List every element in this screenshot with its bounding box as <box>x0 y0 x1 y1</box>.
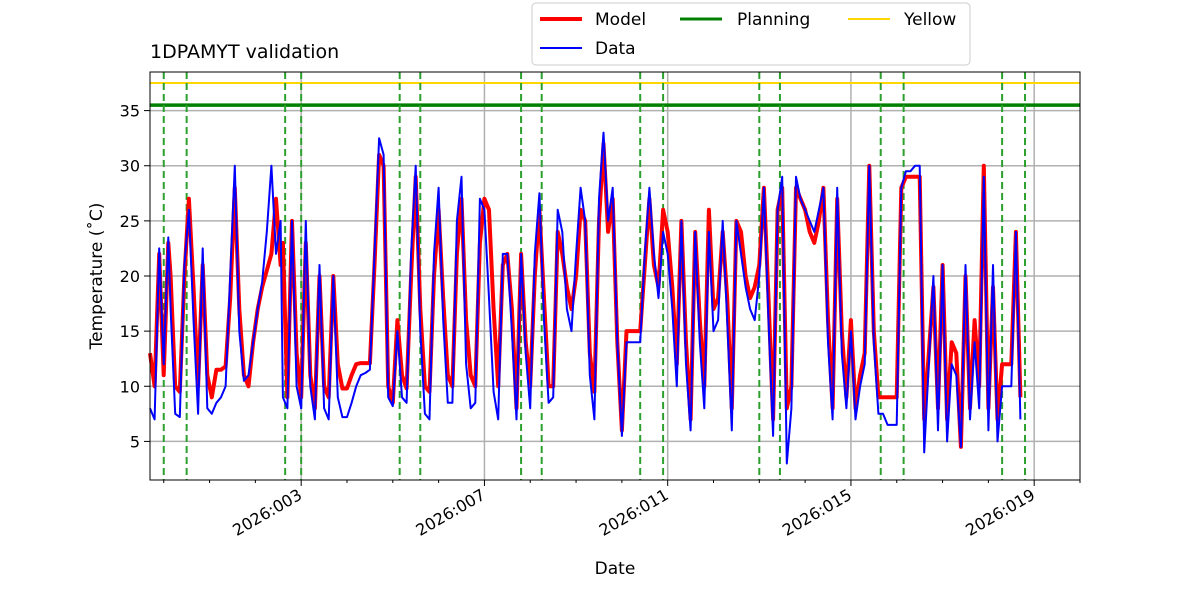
limit-lines <box>150 82 1080 107</box>
y-tick-label: 15 <box>120 322 140 341</box>
y-tick-label: 20 <box>120 267 140 286</box>
y-tick-label: 25 <box>120 212 140 231</box>
legend: Model Data Planning Yellow <box>531 2 971 66</box>
legend-label-model: Model <box>595 10 646 30</box>
x-tick-label: 2026:007 <box>413 485 489 540</box>
x-axis-label: Date <box>595 559 636 579</box>
legend-label-planning: Planning <box>737 10 810 30</box>
y-axis-ticks: 5 10 15 20 25 30 35 <box>120 102 150 451</box>
legend-label-data: Data <box>595 39 636 59</box>
y-axis-label: Temperature (˚C) <box>86 203 107 351</box>
x-tick-label: 2026:003 <box>229 485 305 540</box>
x-tick-label: 2026:019 <box>962 485 1038 540</box>
series-lines <box>148 131 1023 465</box>
x-tick-label: 2026:011 <box>596 485 672 540</box>
x-axis-ticks: 2026:003 2026:007 2026:011 2026:015 2026:019 <box>163 480 1081 540</box>
chart-title: 1DPAMYT validation <box>150 41 339 63</box>
series-line-data <box>149 131 1022 465</box>
y-tick-label: 5 <box>130 432 140 451</box>
y-tick-label: 30 <box>120 157 140 176</box>
y-tick-label: 10 <box>120 377 140 396</box>
y-tick-label: 35 <box>120 102 140 121</box>
legend-label-yellow: Yellow <box>903 10 956 30</box>
x-tick-label: 2026:015 <box>779 485 855 540</box>
